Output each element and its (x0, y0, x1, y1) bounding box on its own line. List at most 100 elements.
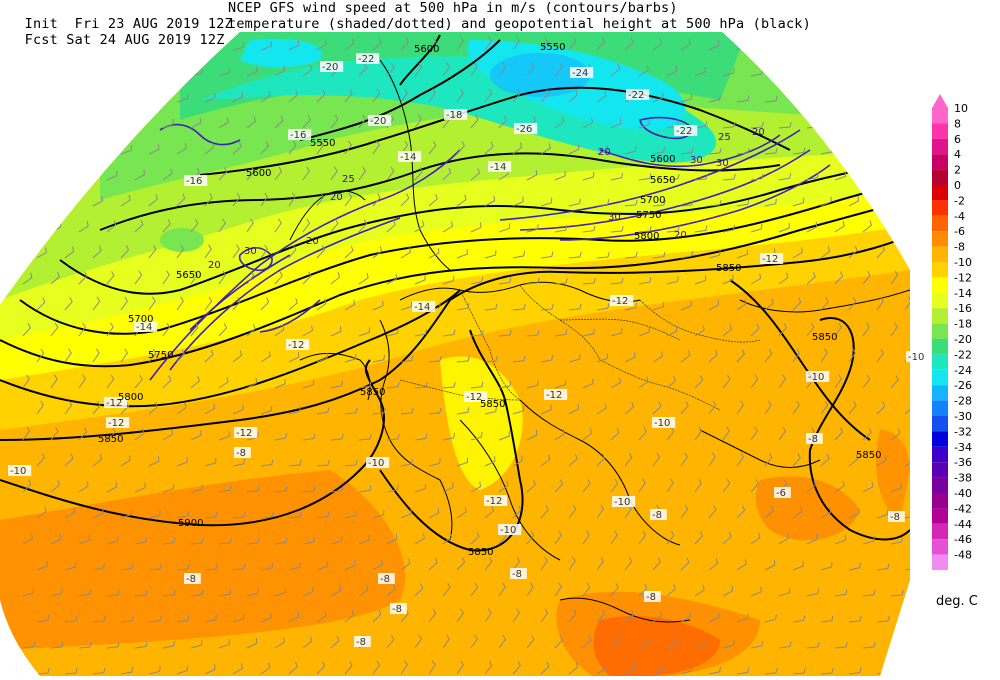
wind-barb (624, 402, 634, 415)
temperature-label-bg (570, 67, 594, 78)
wind-barb (554, 170, 566, 181)
init-label: Init Fri 23 AUG 2019 12Z (8, 0, 233, 32)
temperature-label-bg (184, 573, 201, 584)
wind-barb (582, 530, 590, 545)
wind-barb (694, 67, 706, 77)
wind-barb (36, 506, 47, 519)
temperature-label-bg (234, 427, 258, 438)
wind-barb (386, 166, 395, 181)
colorbar-swatch (932, 123, 948, 139)
wind-barb (624, 302, 637, 311)
wind-barb (316, 89, 326, 103)
wind-barb (582, 635, 592, 649)
wind-barb (610, 478, 619, 493)
wind-barb (484, 660, 493, 675)
wind-barb (260, 90, 271, 103)
temperature-label: -10 (368, 458, 384, 469)
temperature-label-bg (674, 125, 698, 136)
wind-barb (456, 141, 465, 155)
temperature-label-bg (510, 568, 527, 579)
wind-barb (526, 530, 535, 545)
wind-barb (736, 667, 750, 675)
wind-barb (456, 407, 470, 415)
wind-barb (652, 301, 665, 311)
wind-barb (162, 375, 172, 389)
wind-barb (302, 586, 314, 597)
wind-barb (120, 509, 133, 519)
wind-barb (484, 303, 498, 311)
wind-barb (106, 170, 118, 181)
wind-barb (820, 400, 829, 415)
wind-barb (204, 92, 216, 103)
wind-barb (554, 582, 563, 597)
wind-barb (162, 483, 175, 493)
wind-barb (106, 220, 117, 233)
wind-barb (120, 44, 134, 51)
wind-barb (876, 616, 890, 623)
wind-barb (820, 561, 833, 571)
wind-barb (176, 93, 189, 103)
wind-barb (274, 65, 286, 77)
wind-barb (64, 96, 78, 103)
wind-barb (372, 660, 381, 675)
colorbar-level-label: -44 (954, 518, 972, 531)
colorbar-swatch (932, 185, 948, 201)
wind-barb (330, 166, 338, 181)
colorbar-level-label: -22 (954, 348, 972, 361)
wind-barb (708, 349, 718, 363)
wind-barb (820, 196, 832, 207)
colorbar-swatch (932, 462, 948, 478)
wind-barb (456, 194, 467, 207)
wind-barb (694, 531, 704, 545)
wind-barb (652, 401, 662, 415)
wind-barb (134, 482, 146, 493)
colorbar-level-label: -10 (954, 256, 972, 269)
wind-barb (358, 485, 372, 493)
wind-barb (134, 270, 143, 285)
wind-barb (246, 166, 255, 181)
wind-barb (92, 146, 105, 155)
wind-barb (148, 244, 157, 259)
wind-barb (386, 219, 396, 233)
title-line-2: temperature (shaded/dotted) and geopoten… (228, 16, 811, 32)
wind-barb (120, 296, 129, 311)
wind-barb (848, 146, 861, 155)
wind-barb (904, 144, 910, 155)
wind-barb (176, 193, 186, 207)
wind-barb (246, 270, 255, 285)
wind-barb (92, 245, 102, 259)
wind-barb (358, 63, 368, 77)
wind-barb (414, 533, 425, 545)
wind-barb (232, 192, 241, 207)
wind-barb (218, 376, 229, 389)
wind-barb (666, 584, 676, 597)
wind-barb (778, 223, 790, 233)
wind-barb (750, 374, 759, 389)
colorbar-swatch (932, 385, 948, 401)
wind-barb (540, 505, 549, 519)
wind-barb (344, 660, 353, 675)
temperature-label-bg (356, 53, 380, 64)
wind-barb (428, 660, 436, 675)
wind-barb (218, 218, 227, 233)
wind-barb (106, 481, 118, 493)
temperature-label: -8 (392, 604, 402, 615)
wind-barb (204, 664, 216, 675)
wind-barb (78, 642, 92, 649)
wind-barb (218, 167, 228, 181)
wind-barb (624, 251, 638, 259)
wind-barb (176, 43, 190, 51)
wind-barb (414, 62, 423, 77)
wind-barb (876, 296, 884, 311)
temperature-label-bg (612, 496, 636, 507)
wind-barb (78, 480, 89, 493)
wind-barb (568, 504, 577, 519)
wind-barb (876, 95, 890, 103)
wind-barb (834, 70, 848, 77)
wind-barb (232, 663, 243, 675)
wind-barb (428, 194, 438, 207)
colorbar-level-label: -32 (954, 425, 972, 438)
wind-barb (820, 507, 832, 519)
colorbar-level-label: -34 (954, 441, 972, 454)
